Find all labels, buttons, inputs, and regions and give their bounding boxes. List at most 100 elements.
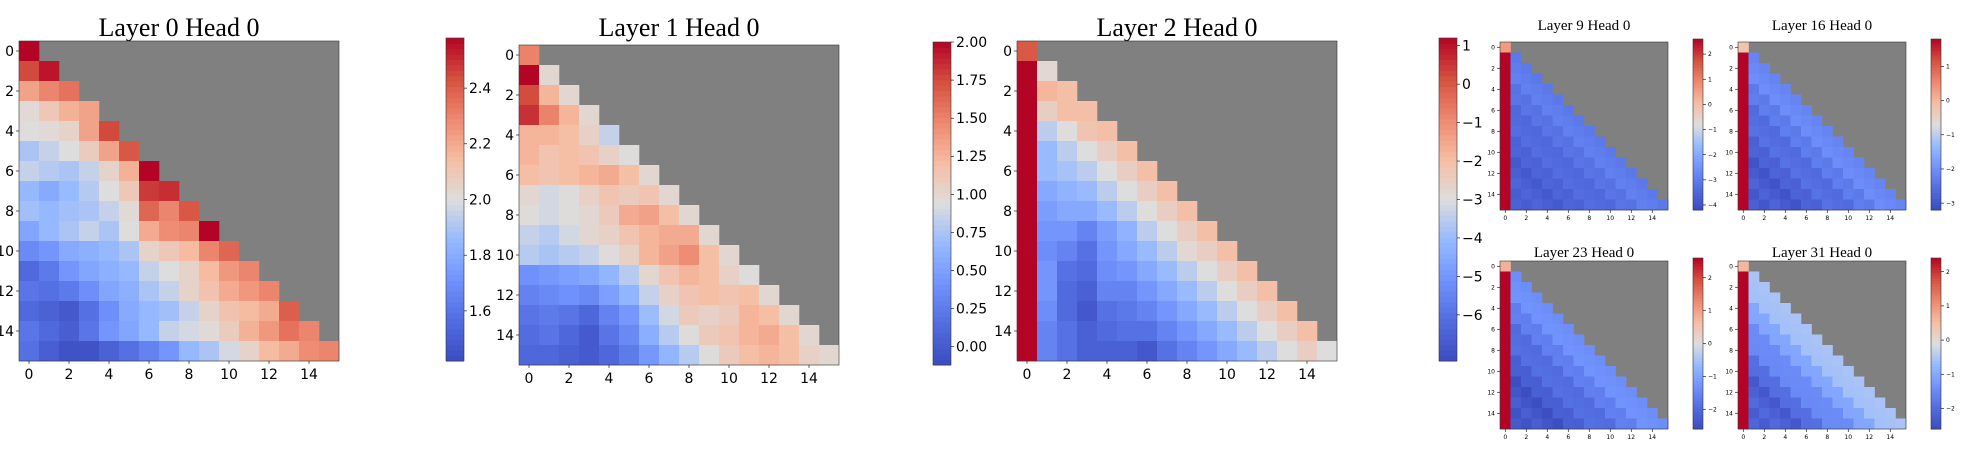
panel1-colorbar-segment — [933, 268, 951, 274]
panel1-title: Layer 1 Head 0 — [599, 13, 760, 42]
panel5-colorbar-segment — [1693, 340, 1703, 344]
panel3-cell — [1573, 147, 1585, 158]
panel6-cell — [1822, 408, 1833, 419]
panel4-colorbar-segment — [1931, 98, 1941, 103]
panel3-cell — [1510, 94, 1522, 106]
panel3-cell — [1500, 189, 1511, 200]
panel4-colorbar-segment — [1931, 184, 1941, 188]
panel1-cell — [539, 305, 560, 326]
panel6-cell — [1853, 418, 1865, 430]
panel1-cell — [519, 125, 540, 146]
panel2-cell — [1097, 181, 1118, 202]
panel3-colorbar-segment — [1693, 115, 1703, 120]
panel5-colorbar-segment — [1693, 326, 1703, 330]
panel0-cell — [39, 121, 60, 142]
panel4-cell — [1790, 199, 1802, 211]
panel2-cell — [1177, 301, 1198, 322]
panel1-cell — [539, 265, 560, 286]
panel1-colorbar-segment — [933, 359, 951, 366]
panel0-cell — [159, 261, 180, 282]
panel6-colorbar-segment — [1931, 323, 1941, 327]
panel0-cell — [59, 161, 80, 182]
panel4-cell — [1780, 115, 1791, 127]
panel1-cell — [599, 245, 620, 266]
panel2-cell — [1017, 321, 1038, 342]
panel2-xtick-label: 12 — [1258, 367, 1276, 383]
panel5-cell — [1573, 397, 1585, 409]
panel3-cell — [1531, 189, 1543, 200]
panel5-cell — [1531, 397, 1543, 409]
panel5-cell — [1500, 303, 1511, 314]
panel2-colorbar-segment — [1439, 350, 1457, 357]
panel0-colorbar-segment — [446, 75, 464, 82]
panel6-cell — [1885, 408, 1896, 419]
panel5-cell — [1542, 387, 1553, 398]
panel1-cell — [559, 85, 580, 106]
panel0-colorbar-segment — [446, 183, 464, 190]
panel5-cell — [1563, 324, 1574, 335]
panel1-cell — [599, 165, 620, 186]
panel5-cell — [1521, 418, 1532, 430]
panel0-cell — [39, 141, 60, 162]
panel6-cell — [1843, 387, 1854, 398]
panel6-xtick-label: 8 — [1825, 434, 1829, 441]
panel5-cell — [1563, 418, 1574, 430]
panel3-cell — [1542, 115, 1553, 127]
panel6-cell — [1832, 408, 1844, 419]
panel5-xtick-label: 0 — [1503, 434, 1507, 441]
panel2-cell — [1117, 161, 1138, 182]
panel3-cell — [1510, 178, 1522, 190]
panel3-cell — [1531, 115, 1543, 127]
panel5-cell — [1552, 355, 1564, 367]
panel5-cell — [1521, 345, 1532, 356]
panel6-cell — [1832, 366, 1844, 377]
panel1-cell — [539, 325, 560, 346]
panel2-cell — [1017, 241, 1038, 262]
panel6-cell — [1811, 366, 1823, 377]
panel3-colorbar-segment — [1693, 98, 1703, 103]
panel3-colorbar-segment — [1693, 184, 1703, 188]
panel3-cell — [1552, 157, 1564, 169]
panel5-colorbar-segment — [1693, 389, 1703, 393]
panel5-cell — [1510, 292, 1522, 304]
panel6-xtick-label: 14 — [1886, 434, 1894, 441]
panel3-cell — [1500, 147, 1511, 158]
panel0-colorbar-segment — [446, 226, 464, 233]
panel3-cell — [1542, 199, 1553, 211]
panel5-xtick-label: 14 — [1648, 434, 1656, 441]
panel5-cell — [1531, 355, 1543, 367]
panel1-frame — [518, 44, 840, 366]
panel3-colorbar-segment — [1693, 50, 1703, 54]
panel6-cell — [1801, 408, 1812, 419]
panel2-xtick-label: 2 — [1063, 367, 1072, 383]
panel0-cell — [59, 101, 80, 122]
panel0-cell — [39, 81, 60, 102]
panel1-cell — [539, 105, 560, 126]
panel3-colorbar-segment — [1693, 178, 1703, 182]
panel3-cell — [1584, 136, 1595, 148]
panel4-cell — [1759, 157, 1770, 169]
panel4-colorbar-segment — [1931, 47, 1941, 51]
panel2-colorbar-segment — [1439, 269, 1457, 276]
panel2-cell — [1317, 341, 1338, 362]
panel2-ytick-label: 8 — [1003, 204, 1012, 220]
panel5-cell — [1510, 271, 1522, 283]
panel0-colorbar-segment — [446, 274, 464, 281]
panel2-cell — [1017, 201, 1038, 222]
panel6-colorbar-segment — [1931, 272, 1941, 276]
panel4-colorbar-segment — [1931, 192, 1941, 197]
panel3-cell — [1636, 199, 1648, 211]
panel3-ytick-label: 12 — [1487, 170, 1495, 177]
panel1-cell — [559, 125, 580, 146]
panel0-colorbar-tick-label: 2.2 — [469, 137, 491, 153]
panel0-cell — [179, 221, 200, 242]
panel2-cell — [1077, 101, 1098, 122]
panel1-cell — [719, 305, 740, 326]
panel6-frame — [1737, 260, 1907, 430]
panel4-colorbar-segment — [1931, 161, 1941, 165]
panel4-colorbar-tick-label: −3 — [1946, 200, 1955, 207]
panel6-colorbar-segment — [1931, 300, 1941, 305]
panel2-colorbar-segment — [1439, 183, 1457, 190]
panel1-colorbar-segment — [933, 171, 951, 178]
panel6-cell — [1811, 345, 1823, 356]
